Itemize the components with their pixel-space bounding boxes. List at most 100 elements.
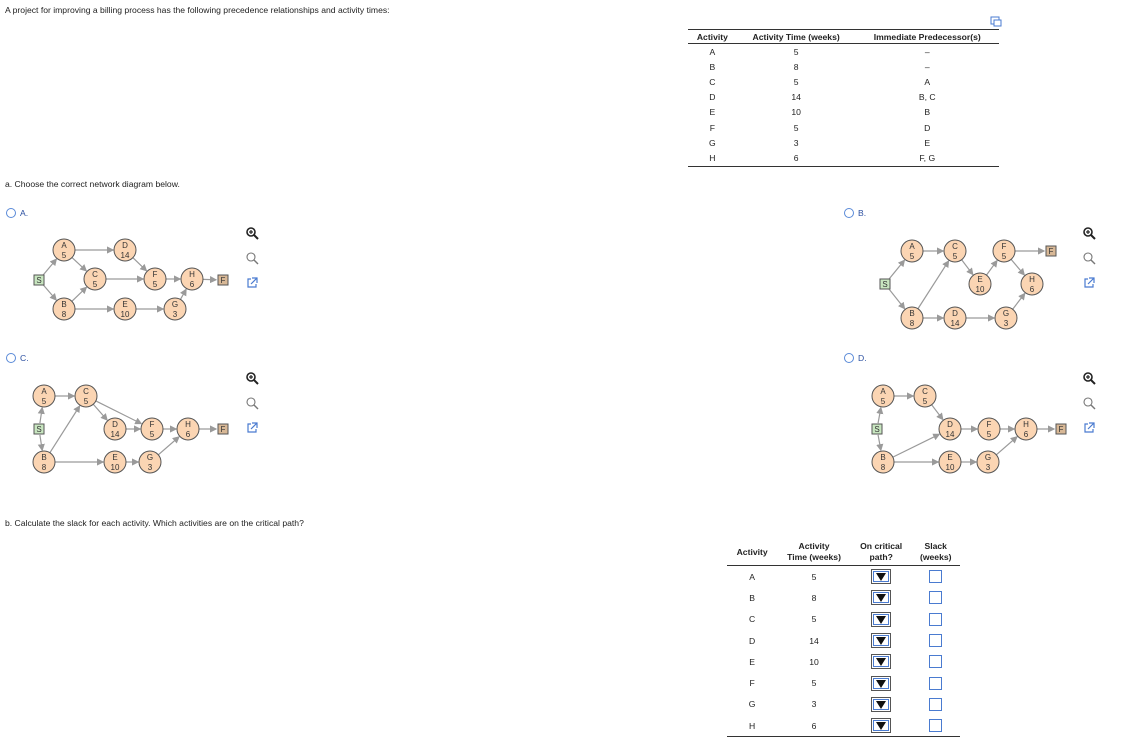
zoom-out-icon[interactable] (1082, 396, 1096, 410)
slack-input[interactable] (929, 655, 943, 669)
slack-input[interactable] (929, 676, 943, 690)
node-time: 3 (173, 310, 178, 319)
slack-input[interactable] (929, 719, 943, 733)
cell-slack (911, 587, 960, 608)
critical-path-select[interactable] (871, 590, 892, 606)
activity-node-G: G3 (138, 450, 162, 474)
option-d-radio[interactable] (844, 353, 854, 363)
cell-activity: F (749, 678, 755, 689)
edge-S-B (888, 288, 906, 310)
critical-path-select[interactable] (871, 675, 892, 691)
activity-node-F: F5 (992, 239, 1016, 263)
node-time: 6 (190, 280, 195, 289)
option-c-label[interactable]: C. (20, 353, 29, 363)
zoom-out-icon[interactable] (245, 396, 259, 410)
activity-node-A: A5 (32, 384, 56, 408)
critical-path-select[interactable] (871, 696, 892, 712)
table-row: D 14 (727, 630, 960, 651)
zoom-in-icon[interactable] (245, 371, 259, 385)
node-time: 5 (93, 280, 98, 289)
col2-activity: Activity (727, 539, 778, 566)
edge-S-B (876, 434, 884, 452)
popout-icon[interactable] (1082, 421, 1096, 435)
finish-node: F (217, 423, 229, 435)
cell-time: 5 (811, 614, 817, 625)
node-symbol: F (221, 276, 226, 285)
option-c-radio[interactable] (6, 353, 16, 363)
node-name: H (185, 420, 191, 429)
critical-path-select[interactable] (871, 654, 892, 670)
slack-input[interactable] (929, 612, 943, 626)
table-row: C 5 A (688, 74, 999, 89)
popout-icon[interactable] (245, 276, 259, 290)
node-time: 5 (153, 280, 158, 289)
zoom-in-icon[interactable] (1082, 371, 1096, 385)
node-name: G (985, 453, 991, 462)
node-name: C (952, 242, 958, 251)
option-d-label[interactable]: D. (858, 353, 867, 363)
popout-icon[interactable] (1082, 276, 1096, 290)
col2-time-line1: Activity (798, 541, 830, 551)
zoom-in-icon[interactable] (1082, 226, 1096, 240)
cell-pred: D (924, 122, 931, 133)
edge-D-F (132, 257, 148, 272)
cell-critical (851, 694, 912, 715)
table-row: E 10 B (688, 105, 999, 120)
edge-S-B (42, 284, 57, 301)
critical-path-select[interactable] (871, 611, 892, 627)
popout-icon[interactable] (245, 421, 259, 435)
node-time: 10 (946, 463, 955, 472)
cell-time: 8 (811, 592, 817, 603)
slack-input[interactable] (929, 570, 943, 584)
activity-node-E: E10 (103, 450, 127, 474)
cell-critical (851, 609, 912, 630)
option-b-radio[interactable] (844, 208, 854, 218)
edge-E-F (985, 259, 998, 276)
option-a-label[interactable]: A. (20, 208, 29, 218)
node-name: A (61, 241, 67, 250)
node-name: C (83, 387, 89, 396)
activity-node-H: H6 (180, 267, 204, 291)
col2-activity-time: Activity Time (weeks) (777, 539, 851, 566)
node-name: D (122, 241, 128, 250)
critical-path-select[interactable] (871, 569, 892, 585)
node-name: G (1003, 309, 1009, 318)
slack-input[interactable] (929, 634, 943, 648)
node-time: 5 (881, 397, 886, 406)
cell-time: 5 (793, 76, 799, 87)
activity-node-F: F5 (140, 417, 164, 441)
edge-G-H (179, 288, 187, 300)
activity-node-H: H6 (1020, 272, 1044, 296)
col2-crit-line1: On critical (860, 541, 903, 551)
node-time: 3 (986, 463, 991, 472)
node-symbol: F (1059, 425, 1064, 434)
option-b-label[interactable]: B. (858, 208, 867, 218)
edge-A-C (71, 257, 88, 272)
critical-path-select[interactable] (871, 718, 892, 734)
zoom-out-icon[interactable] (1082, 251, 1096, 265)
cell-slack (911, 715, 960, 738)
critical-path-select[interactable] (871, 633, 892, 649)
node-name: G (147, 453, 153, 462)
node-name: D (952, 309, 958, 318)
cell-pred: – (924, 61, 930, 72)
activity-node-D: D14 (938, 417, 962, 441)
zoom-in-icon[interactable] (245, 226, 259, 240)
edge-B-C (917, 260, 950, 310)
cell-activity: F (709, 122, 715, 133)
slack-input[interactable] (929, 697, 943, 711)
option-a-radio[interactable] (6, 208, 16, 218)
print-icon[interactable] (990, 16, 1002, 27)
zoom-out-icon[interactable] (245, 251, 259, 265)
node-time: 8 (62, 310, 67, 319)
cell-pred: – (924, 46, 930, 57)
node-name: F (1002, 242, 1007, 251)
edge-S-A (37, 406, 45, 424)
slack-input[interactable] (929, 591, 943, 605)
